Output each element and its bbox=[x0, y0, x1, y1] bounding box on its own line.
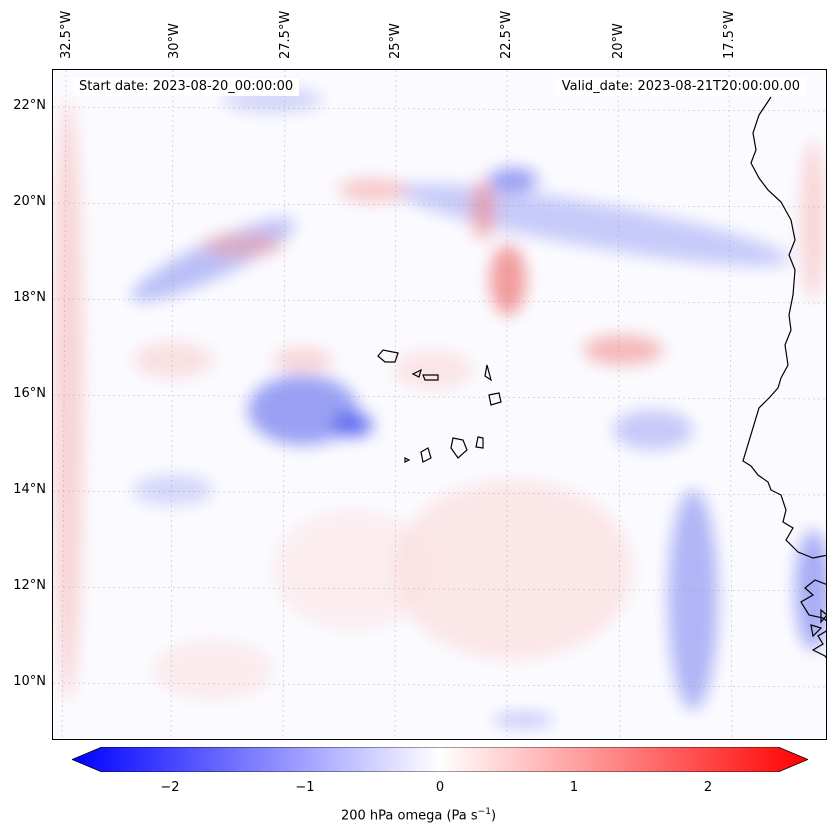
lon-label-32-5w: 32.5°W bbox=[59, 10, 74, 59]
lat-label-20n: 20°N bbox=[13, 194, 46, 209]
lon-label-25w: 25°W bbox=[388, 23, 403, 59]
lat-label-22n: 22°N bbox=[13, 98, 46, 113]
lat-label-18n: 18°N bbox=[13, 290, 46, 305]
colorbar-tick: 2 bbox=[703, 780, 713, 795]
colorbar bbox=[72, 747, 808, 772]
graticule bbox=[53, 70, 826, 739]
colorbar-tick: 0 bbox=[435, 780, 445, 795]
lon-label-30w: 30°W bbox=[167, 23, 182, 59]
colorbar-tick: 1 bbox=[569, 780, 579, 795]
colorbar-tick: −2 bbox=[160, 780, 180, 795]
valid-date-label: Valid_date: 2023-08-21T20:00:00.00 bbox=[555, 78, 806, 96]
lon-label-20w: 20°W bbox=[611, 23, 626, 59]
map-panel: Start date: 2023-08-20_00:00:00 Valid_da… bbox=[52, 69, 827, 740]
lat-label-10n: 10°N bbox=[13, 674, 46, 689]
lat-label-12n: 12°N bbox=[13, 578, 46, 593]
start-date-label: Start date: 2023-08-20_00:00:00 bbox=[73, 78, 300, 96]
lon-label-27-5w: 27.5°W bbox=[278, 10, 293, 59]
omega-field bbox=[53, 88, 826, 726]
coastline bbox=[377, 96, 826, 659]
lat-label-14n: 14°N bbox=[13, 482, 46, 497]
lat-label-16n: 16°N bbox=[13, 386, 46, 401]
lon-label-17-5w: 17.5°W bbox=[722, 10, 737, 59]
colorbar-tick: −1 bbox=[295, 780, 315, 795]
lon-label-22-5w: 22.5°W bbox=[499, 10, 514, 59]
colorbar-label: 200 hPa omega (Pa s−1) bbox=[340, 807, 497, 824]
